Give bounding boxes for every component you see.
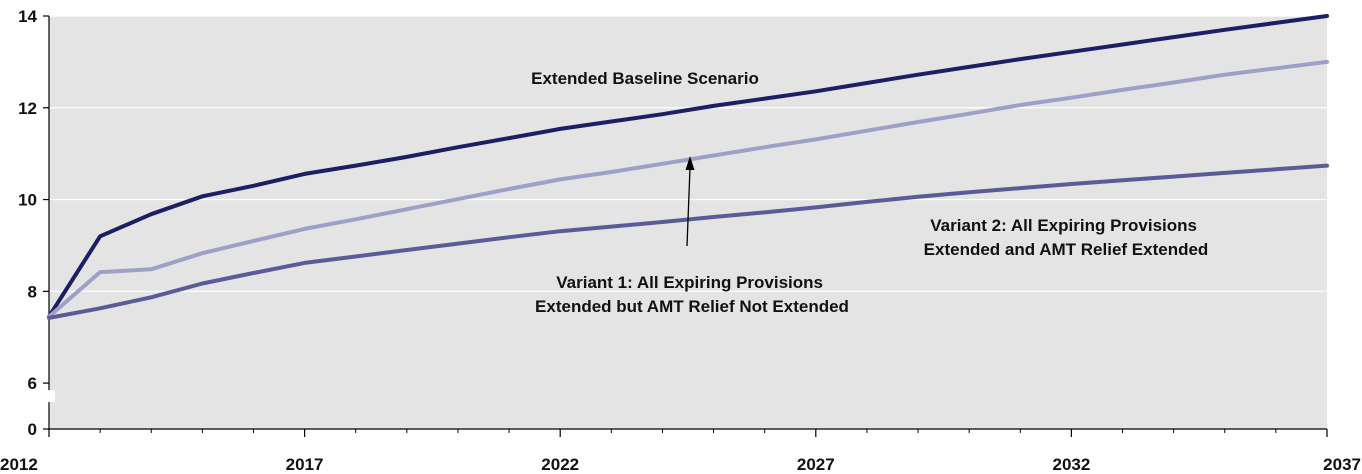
gridlines	[49, 15, 1327, 292]
x-tick-label: 2032	[1052, 455, 1090, 474]
annotation-variant-2-line-1: Variant 2: All Expiring Provisions	[930, 216, 1197, 235]
x-tick-label: 2022	[541, 455, 579, 474]
axis-break-mark	[43, 390, 55, 403]
series-line-variant-1	[47, 59, 1329, 319]
annotation-variant-2: Variant 2: All Expiring Provisions Exten…	[924, 216, 1209, 259]
x-tick-label: 2012	[0, 455, 38, 474]
annotation-arrow	[685, 156, 695, 247]
y-tick-label: 6	[28, 374, 37, 393]
y-tick-label: 8	[28, 282, 37, 301]
series-line-extended-baseline	[47, 14, 1329, 319]
y-tick-label: 12	[18, 99, 37, 118]
annotation-variant-1-line-1: Variant 1: All Expiring Provisions	[556, 273, 823, 292]
x-tick-label: 2027	[797, 455, 835, 474]
annotation-variant-1-line-2: Extended but AMT Relief Not Extended	[535, 297, 849, 316]
y-tick-label: 0	[28, 420, 37, 439]
annotations: Extended Baseline Scenario Variant 1: Al…	[531, 69, 1208, 316]
x-tick-label: 2017	[286, 455, 324, 474]
y-tick-labels: 0 6 8 10 12 14	[18, 7, 37, 439]
annotation-variant-1: Variant 1: All Expiring Provisions Exten…	[535, 273, 849, 316]
axis-break	[43, 390, 55, 403]
axes	[43, 15, 1328, 437]
y-tick-label: 14	[18, 7, 37, 26]
annotation-extended-baseline-line-1: Extended Baseline Scenario	[531, 69, 759, 88]
x-tick-labels: 2012 2017 2022 2027 2032 2037	[0, 455, 1361, 474]
annotation-variant-2-line-2: Extended and AMT Relief Extended	[924, 240, 1209, 259]
y-tick-label: 10	[18, 191, 37, 210]
x-tick-label: 2037	[1323, 455, 1361, 474]
annotation-extended-baseline: Extended Baseline Scenario	[531, 69, 759, 88]
